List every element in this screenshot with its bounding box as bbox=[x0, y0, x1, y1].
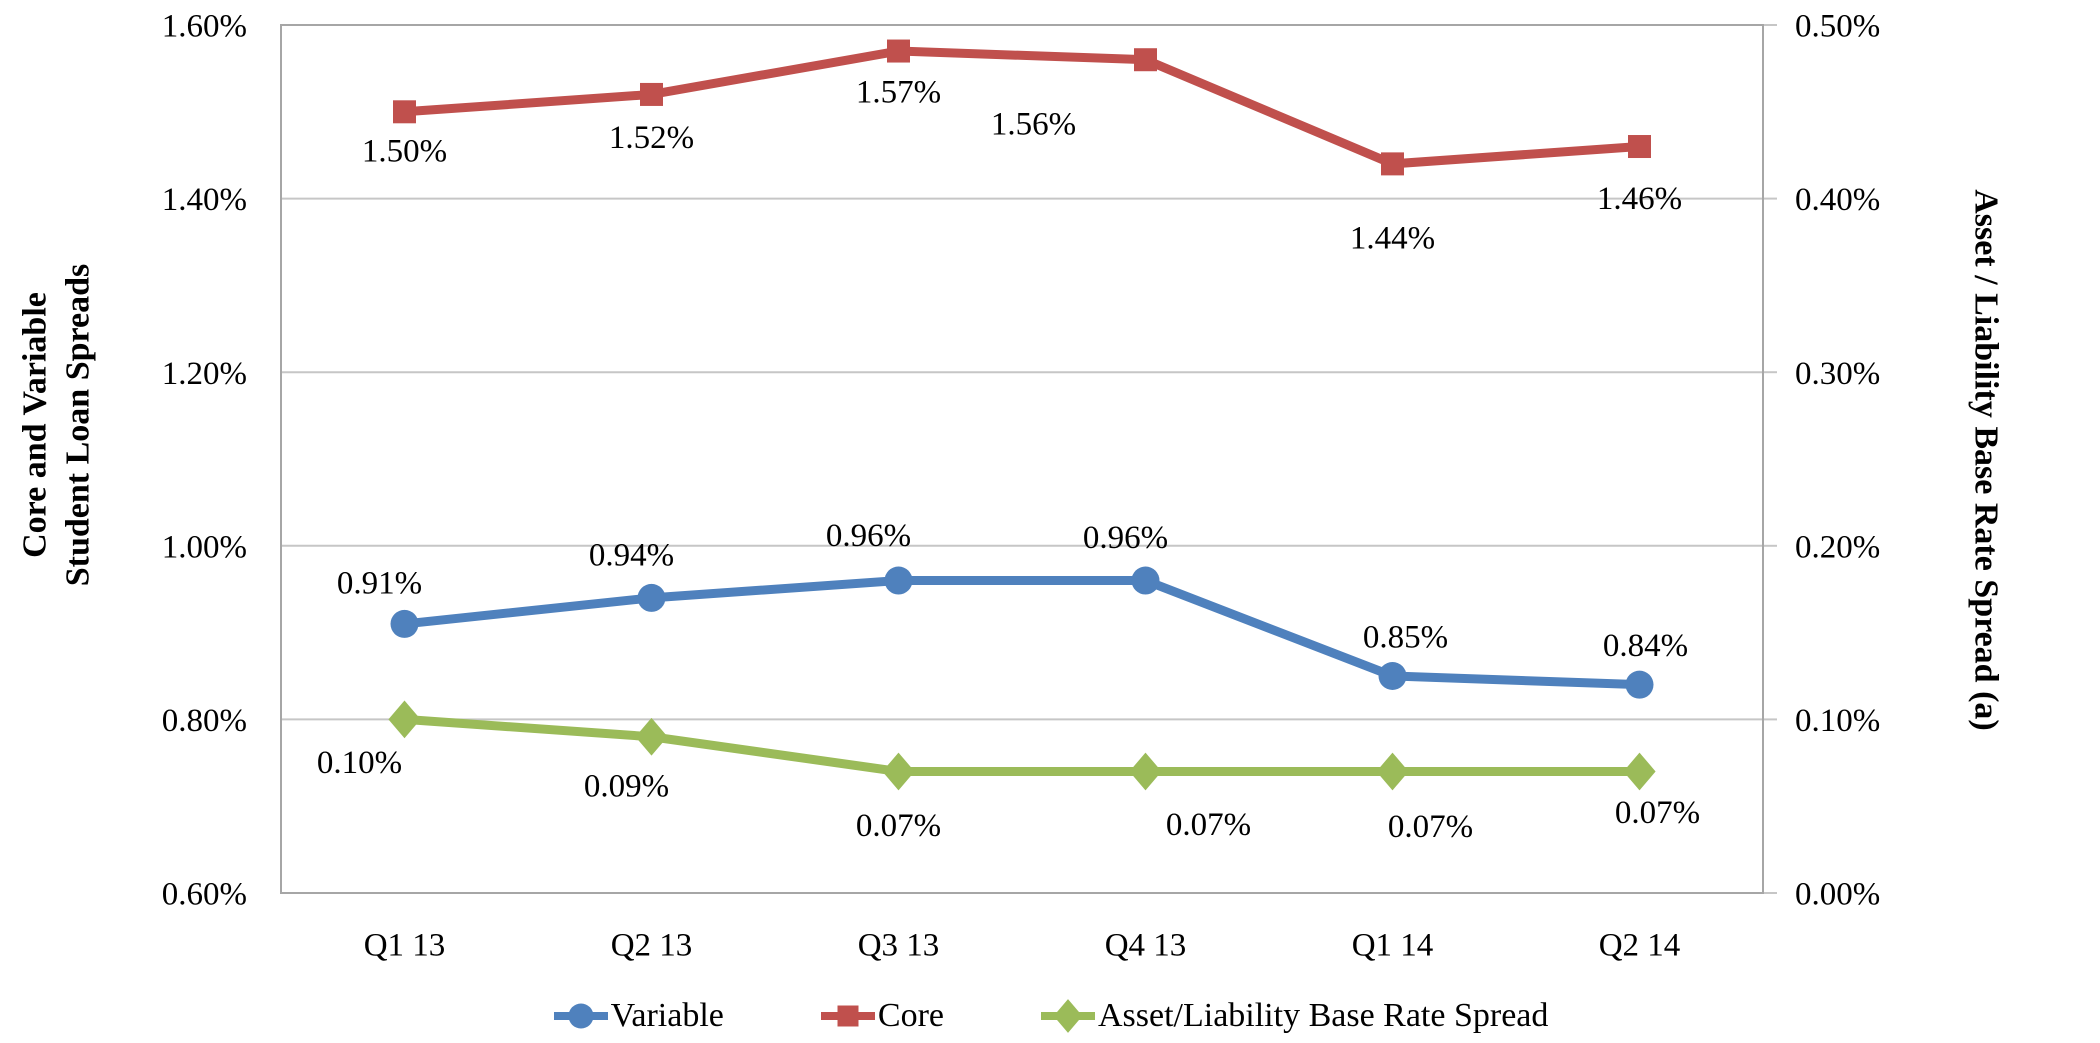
legend-item-asset-liability-base-rate-spread: Asset/Liability Base Rate Spread bbox=[1039, 994, 1548, 1038]
plot-frame bbox=[280, 24, 1764, 894]
data-label: 0.10% bbox=[317, 745, 402, 781]
left-axis-tick-label: 1.40% bbox=[162, 182, 247, 218]
left-axis-tick-label: 0.80% bbox=[162, 703, 247, 739]
data-label: 0.84% bbox=[1603, 628, 1688, 664]
legend: Variable Core Asset/Liability Base Rate Sp… bbox=[0, 988, 2100, 1043]
series-line-variable bbox=[404, 576, 1640, 690]
data-label: 1.44% bbox=[1350, 220, 1435, 256]
diamond-marker bbox=[1623, 752, 1656, 791]
legend-item-variable: Variable bbox=[552, 994, 724, 1038]
data-label: 0.07% bbox=[856, 808, 941, 844]
right-axis-tick-label: 0.10% bbox=[1795, 703, 1880, 739]
x-axis-tick-label: Q2 13 bbox=[611, 928, 693, 964]
left-axis-tick-label: 1.00% bbox=[162, 529, 247, 565]
circle-marker bbox=[1131, 566, 1160, 595]
square-marker bbox=[393, 100, 416, 124]
diamond-marker bbox=[1129, 752, 1162, 791]
circle-marker bbox=[390, 609, 419, 638]
legend-label: Core bbox=[877, 996, 944, 1034]
data-label: 1.50% bbox=[362, 133, 447, 169]
x-axis-tick-label: Q1 14 bbox=[1352, 928, 1434, 964]
data-label: 1.46% bbox=[1597, 181, 1682, 217]
circle-marker bbox=[637, 583, 666, 612]
data-label: 0.07% bbox=[1615, 795, 1700, 831]
data-label: 0.85% bbox=[1363, 620, 1448, 656]
square-marker bbox=[640, 82, 663, 106]
right-axis-tick-label: 0.30% bbox=[1795, 356, 1880, 392]
legend-label: Variable bbox=[610, 996, 724, 1034]
data-label: 0.09% bbox=[584, 768, 669, 804]
right-axis-tick-label: 0.20% bbox=[1795, 529, 1880, 565]
diamond-marker bbox=[635, 717, 668, 756]
left-axis-tick-label: 1.60% bbox=[162, 9, 247, 45]
circle-marker bbox=[884, 566, 913, 595]
right-y-axis-title: Asset / Liability Base Rate Spread (a) bbox=[1967, 189, 2005, 731]
diamond-marker bbox=[1376, 752, 1409, 791]
series-line-core bbox=[404, 46, 1640, 169]
data-label: 1.52% bbox=[609, 120, 694, 156]
circle-marker bbox=[1625, 670, 1654, 699]
left-axis-tick-label: 1.20% bbox=[162, 356, 247, 392]
data-label: 0.94% bbox=[589, 537, 674, 573]
left-y-axis-title: Core and Variable Student Loan Spreads bbox=[16, 263, 97, 587]
circle-legend-marker-icon bbox=[553, 1003, 608, 1028]
right-axis-tick-label: 0.40% bbox=[1795, 182, 1880, 218]
legend-item-core: Core bbox=[819, 994, 944, 1038]
data-label: 0.96% bbox=[826, 518, 911, 554]
square-marker bbox=[1134, 48, 1157, 72]
x-axis-tick-label: Q2 14 bbox=[1599, 928, 1681, 964]
right-axis-tick-label: 0.00% bbox=[1795, 877, 1880, 913]
circle-marker bbox=[1378, 662, 1407, 690]
diamond-marker bbox=[1053, 998, 1083, 1033]
square-legend-marker-icon bbox=[820, 1005, 875, 1026]
data-label: 1.57% bbox=[856, 75, 941, 111]
x-axis-tick-label: Q3 13 bbox=[858, 928, 940, 964]
legend-label: Asset/Liability Base Rate Spread bbox=[1097, 996, 1549, 1034]
square-marker bbox=[1628, 135, 1651, 159]
x-axis-tick-label: Q4 13 bbox=[1105, 928, 1187, 964]
data-label: 0.07% bbox=[1388, 809, 1473, 845]
series-line-asset-liability-base-rate-spread bbox=[404, 714, 1640, 776]
right-axis-tick-label: 0.50% bbox=[1795, 9, 1880, 45]
square-marker bbox=[837, 1005, 859, 1026]
left-axis-tick-label: 0.60% bbox=[162, 877, 247, 913]
square-marker bbox=[887, 39, 910, 63]
x-axis-tick-label: Q1 13 bbox=[364, 928, 446, 964]
data-label: 0.96% bbox=[1083, 520, 1168, 556]
diamond-marker bbox=[882, 752, 915, 791]
diamond-marker bbox=[388, 700, 421, 739]
square-marker bbox=[1381, 152, 1404, 176]
circle-marker bbox=[568, 1003, 594, 1028]
data-label: 0.07% bbox=[1166, 807, 1251, 843]
data-label: 0.91% bbox=[337, 565, 422, 601]
diamond-legend-marker-icon bbox=[1040, 998, 1095, 1033]
data-label: 1.56% bbox=[991, 106, 1076, 142]
